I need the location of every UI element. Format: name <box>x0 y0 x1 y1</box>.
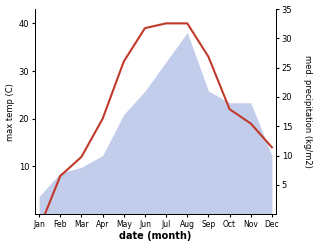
Y-axis label: med. precipitation (kg/m2): med. precipitation (kg/m2) <box>303 55 313 168</box>
Y-axis label: max temp (C): max temp (C) <box>5 83 15 141</box>
X-axis label: date (month): date (month) <box>119 231 192 242</box>
